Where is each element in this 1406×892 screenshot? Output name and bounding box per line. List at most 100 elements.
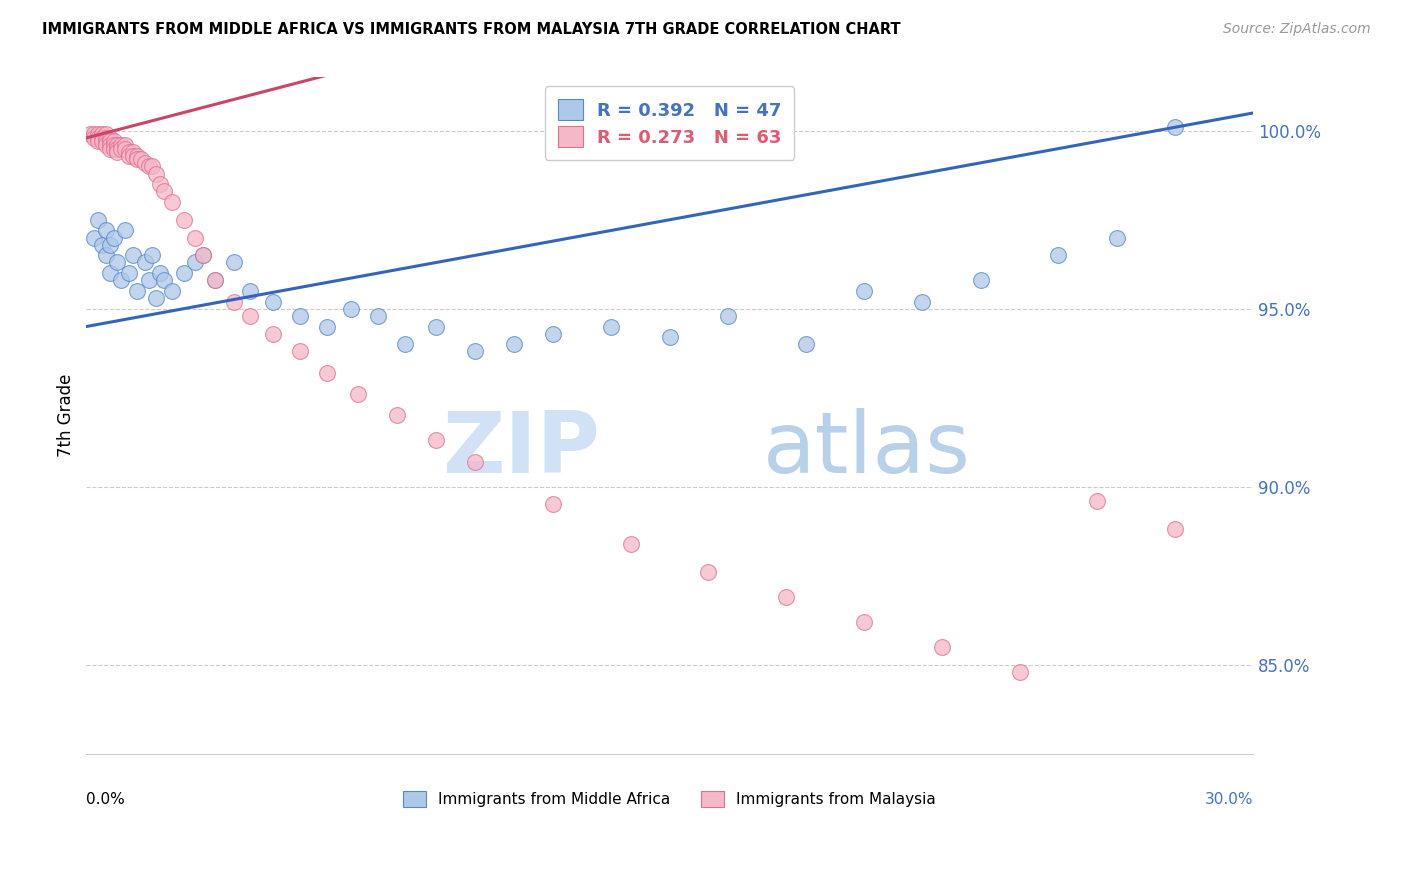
Point [1164, 522, 1187, 536]
Point [114, 142, 136, 156]
Point [94, 131, 117, 145]
Point [222, 255, 245, 269]
Point [620, 536, 643, 550]
Point [794, 337, 817, 351]
Point [931, 640, 953, 654]
Point [173, 266, 195, 280]
Point [425, 319, 447, 334]
Point [717, 309, 740, 323]
Point [367, 309, 389, 323]
Y-axis label: 7th Grade: 7th Grade [58, 374, 75, 458]
Point [288, 309, 311, 323]
Point [222, 294, 245, 309]
Point [1047, 248, 1070, 262]
Point [658, 330, 681, 344]
Point [98, 266, 121, 280]
Point [90, 131, 112, 145]
Point [288, 344, 311, 359]
Point [775, 590, 797, 604]
Point [125, 153, 148, 167]
Point [134, 255, 156, 269]
Point [103, 138, 125, 153]
Point [853, 284, 876, 298]
Point [83, 230, 105, 244]
Point [118, 145, 141, 160]
Point [262, 326, 284, 341]
Point [1105, 230, 1128, 244]
Point [600, 319, 623, 334]
Point [87, 135, 110, 149]
Point [90, 237, 112, 252]
Point [262, 294, 284, 309]
Point [87, 131, 110, 145]
Text: 30.0%: 30.0% [1205, 792, 1253, 807]
Point [969, 273, 991, 287]
Point [141, 160, 163, 174]
Point [110, 138, 132, 153]
Point [125, 284, 148, 298]
Point [94, 128, 117, 142]
Point [138, 273, 160, 287]
Point [911, 294, 934, 309]
Point [160, 284, 183, 298]
Point [98, 142, 121, 156]
Point [118, 266, 141, 280]
Point [79, 128, 101, 142]
Point [122, 248, 145, 262]
Point [118, 149, 141, 163]
Point [191, 248, 214, 262]
Point [122, 149, 145, 163]
Point [110, 273, 132, 287]
Point [184, 255, 207, 269]
Point [145, 167, 167, 181]
Point [105, 145, 128, 160]
Point [387, 409, 409, 423]
Point [316, 366, 339, 380]
Text: 0.0%: 0.0% [86, 792, 125, 807]
Point [90, 128, 112, 142]
Point [1164, 120, 1187, 135]
Point [105, 142, 128, 156]
Point [541, 326, 564, 341]
Point [141, 248, 163, 262]
Point [105, 255, 128, 269]
Point [1085, 494, 1108, 508]
Point [394, 337, 416, 351]
Point [697, 565, 720, 579]
Point [149, 266, 172, 280]
Point [134, 156, 156, 170]
Point [316, 319, 339, 334]
Point [1008, 665, 1031, 679]
Point [425, 434, 447, 448]
Point [103, 135, 125, 149]
Point [541, 498, 564, 512]
Point [94, 135, 117, 149]
Point [110, 142, 132, 156]
Point [98, 131, 121, 145]
Text: IMMIGRANTS FROM MIDDLE AFRICA VS IMMIGRANTS FROM MALAYSIA 7TH GRADE CORRELATION : IMMIGRANTS FROM MIDDLE AFRICA VS IMMIGRA… [42, 22, 901, 37]
Point [90, 135, 112, 149]
Point [125, 149, 148, 163]
Point [98, 237, 121, 252]
Point [239, 284, 262, 298]
Point [87, 128, 110, 142]
Text: atlas: atlas [763, 408, 972, 491]
Point [129, 153, 152, 167]
Point [149, 177, 172, 191]
Point [138, 160, 160, 174]
Point [239, 309, 262, 323]
Point [103, 230, 125, 244]
Point [339, 301, 361, 316]
Text: ZIP: ZIP [441, 408, 599, 491]
Point [160, 194, 183, 209]
Point [98, 138, 121, 153]
Point [105, 138, 128, 153]
Point [191, 248, 214, 262]
Point [153, 184, 176, 198]
Point [94, 138, 117, 153]
Point [98, 135, 121, 149]
Legend: Immigrants from Middle Africa, Immigrants from Malaysia: Immigrants from Middle Africa, Immigrant… [396, 785, 942, 814]
Point [114, 223, 136, 237]
Point [83, 128, 105, 142]
Point [204, 273, 226, 287]
